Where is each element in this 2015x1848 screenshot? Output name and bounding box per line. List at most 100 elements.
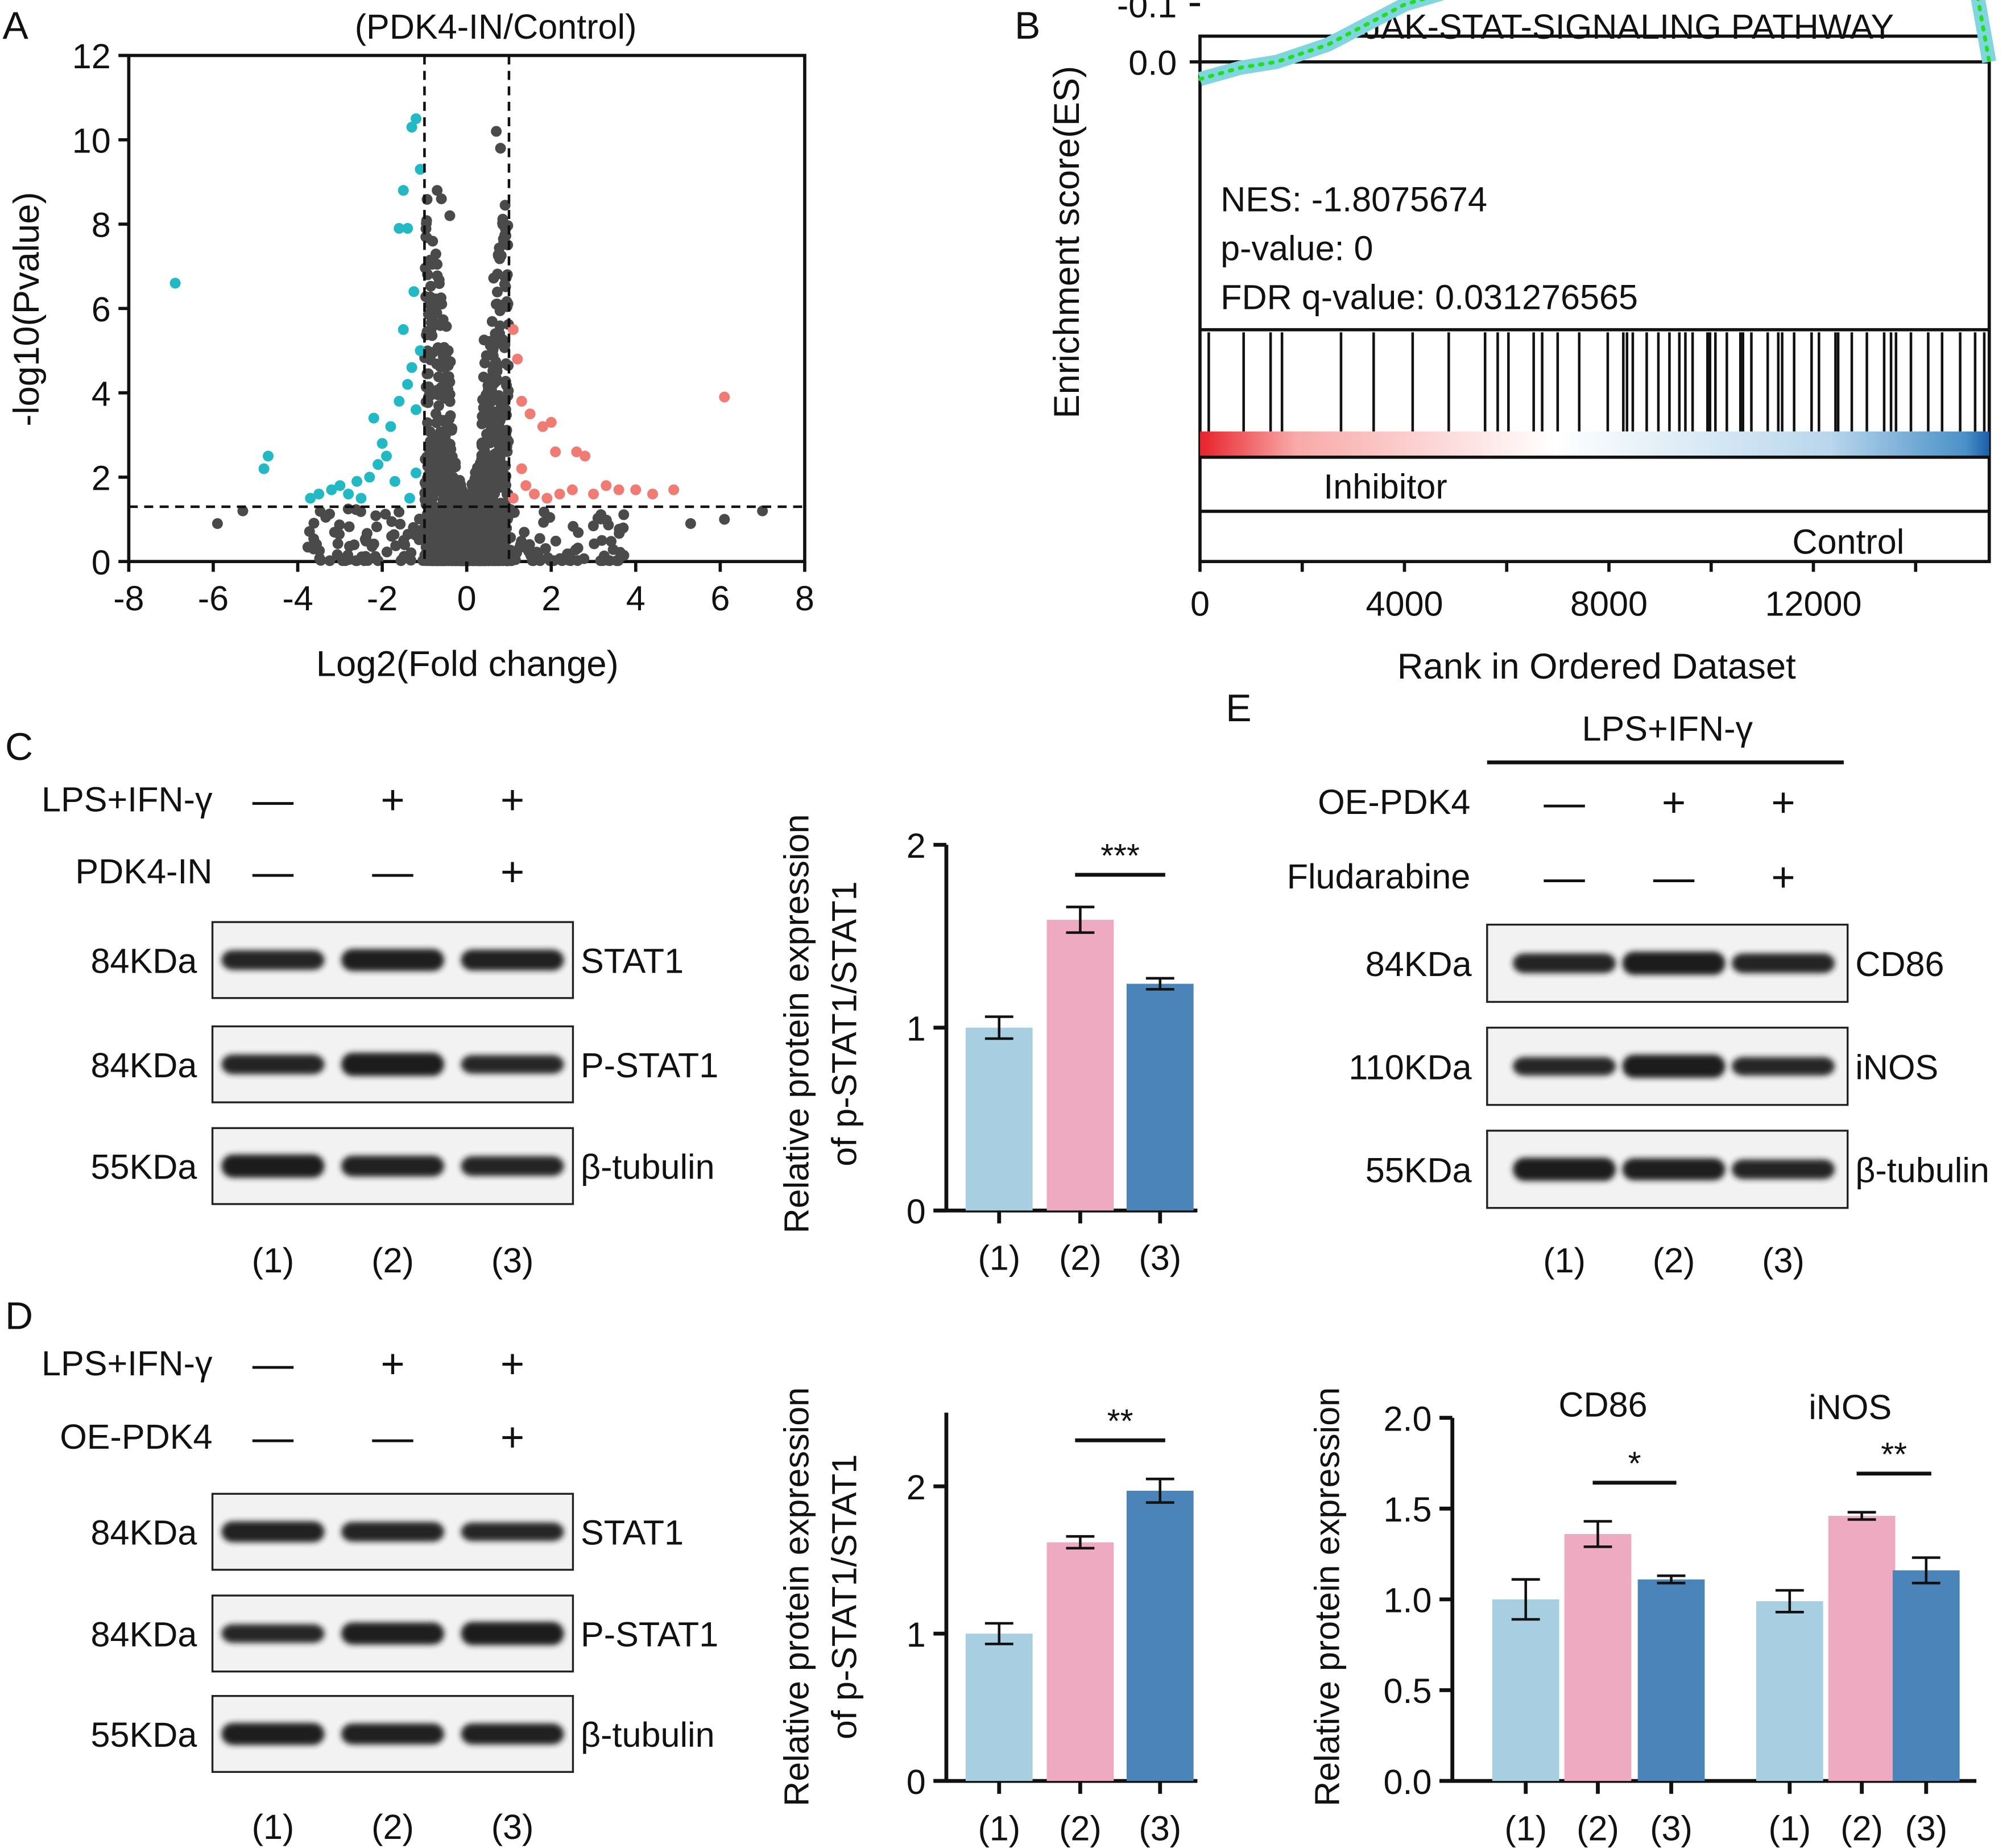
protein-name: β-tubulin	[581, 1715, 715, 1754]
bar-c-ylabel-1: Relative protein expression	[777, 814, 816, 1233]
volcano-point-ns	[394, 506, 405, 518]
y-tick-label: 2	[907, 1468, 926, 1507]
volcano-point-ns	[516, 536, 527, 547]
volcano-point-up	[668, 484, 680, 495]
y-tick-label: 2.0	[1384, 1399, 1432, 1438]
protein-band	[461, 1522, 564, 1541]
volcano-point-ns	[432, 342, 444, 353]
volcano-point-ns	[487, 416, 499, 428]
bar	[965, 1634, 1033, 1781]
plus-sign: +	[380, 1341, 404, 1387]
volcano-point-ns	[491, 126, 502, 137]
bar	[1637, 1579, 1705, 1781]
molecular-weight: 55KDa	[91, 1148, 197, 1186]
protein-name: CD86	[1855, 945, 1944, 983]
molecular-weight: 55KDa	[1366, 1151, 1472, 1189]
condition-label: OE-PDK4	[60, 1417, 212, 1456]
volcano-point-up	[507, 324, 519, 335]
volcano-point-ns	[494, 531, 506, 542]
volcano-point-ns	[433, 278, 445, 290]
panel-label-e: E	[1226, 687, 1251, 730]
volcano-point-ns	[405, 555, 416, 566]
volcano-point-down	[402, 379, 413, 390]
x-tick-label: -8	[113, 579, 144, 618]
protein-band	[1731, 1057, 1835, 1076]
volcano-point-ns	[477, 457, 489, 468]
volcano-point-ns	[470, 467, 481, 478]
volcano-point-down	[169, 278, 181, 289]
volcano-point-ns	[470, 476, 482, 487]
volcano-point-down	[368, 412, 379, 424]
x-tick-label: (1)	[978, 1238, 1020, 1277]
protein-band	[1622, 1055, 1726, 1078]
gsea-nes: NES: -1.8075674	[1220, 180, 1487, 218]
x-tick-label: (2)	[1840, 1809, 1883, 1847]
volcano-point-up	[529, 489, 540, 500]
volcano-point-ns	[456, 483, 467, 494]
volcano-point-ns	[438, 373, 449, 384]
volcano-point-down	[394, 395, 405, 407]
volcano-point-ns	[388, 529, 400, 540]
volcano-point-ns	[302, 541, 313, 553]
significance-stars: **	[1107, 1403, 1133, 1440]
x-tick-label: 8000	[1570, 584, 1648, 623]
protein-band	[341, 1622, 445, 1645]
volcano-point-ns	[442, 448, 454, 460]
plus-sign: +	[1771, 854, 1795, 900]
volcano-point-ns	[447, 477, 458, 488]
volcano-point-ns	[460, 494, 471, 506]
volcano-point-ns	[402, 528, 413, 540]
condition-label: LPS+IFN-γ	[42, 780, 213, 818]
panel-label-a: A	[3, 5, 29, 47]
volcano-point-ns	[570, 544, 581, 556]
volcano-point-ns	[424, 299, 435, 311]
lane-label: (1)	[252, 1241, 295, 1280]
y-tick-label: 4	[92, 374, 111, 413]
volcano-point-ns	[607, 544, 619, 555]
volcano-point-down	[343, 489, 354, 500]
lane-label: (1)	[252, 1808, 295, 1846]
volcano-point-ns	[344, 541, 355, 552]
volcano-point-up	[507, 493, 519, 504]
volcano-point-ns	[425, 490, 437, 502]
volcano-point-ns	[432, 385, 443, 396]
volcano-point-ns	[434, 521, 445, 532]
minus-sign: —	[372, 849, 413, 895]
minus-sign: —	[372, 1415, 413, 1461]
volcano-point-up	[524, 408, 536, 420]
bar-c-ylabel-2: of p-STAT1/STAT1	[825, 881, 863, 1166]
volcano-point-ns	[603, 519, 614, 531]
protein-band	[461, 949, 564, 971]
volcano-point-ns	[324, 555, 336, 567]
bar	[1828, 1516, 1896, 1781]
volcano-point-ns	[370, 551, 381, 562]
volcano-point-ns	[501, 296, 512, 307]
volcano-point-ns	[420, 223, 432, 234]
volcano-point-ns	[315, 555, 326, 566]
gsea-plot: JAK-STAT-SIGNALING PATHWAY Rank in Order…	[1047, 0, 1996, 687]
volcano-point-ns	[419, 477, 431, 489]
volcano-point-ns	[491, 362, 503, 373]
protein-band	[461, 1622, 564, 1646]
volcano-point-ns	[477, 439, 488, 450]
plus-sign: +	[500, 849, 524, 895]
y-tick-label: 0	[907, 1763, 926, 1801]
volcano-point-ns	[439, 392, 450, 404]
protein-band	[1731, 1159, 1835, 1180]
volcano-point-ns	[484, 479, 495, 490]
volcano-point-ns	[308, 518, 320, 529]
x-tick-label: (2)	[1059, 1238, 1102, 1277]
protein-band	[461, 1156, 564, 1176]
x-tick-label: 4000	[1366, 584, 1443, 623]
protein-band	[1513, 1157, 1616, 1181]
y-tick-label: 0.5	[1384, 1672, 1432, 1710]
volcano-point-down	[258, 463, 270, 474]
volcano-point-ns	[589, 538, 600, 549]
protein-name: iNOS	[1855, 1048, 1938, 1086]
volcano-point-down	[398, 185, 409, 196]
x-tick-label: 0	[1190, 584, 1210, 623]
volcano-point-ns	[568, 520, 579, 532]
western-blot-d: LPS+IFN-γ — + + OE-PDK4 — — +84KDa STAT1 84KDa P-S…	[42, 1341, 718, 1846]
protein-band	[1622, 952, 1726, 975]
